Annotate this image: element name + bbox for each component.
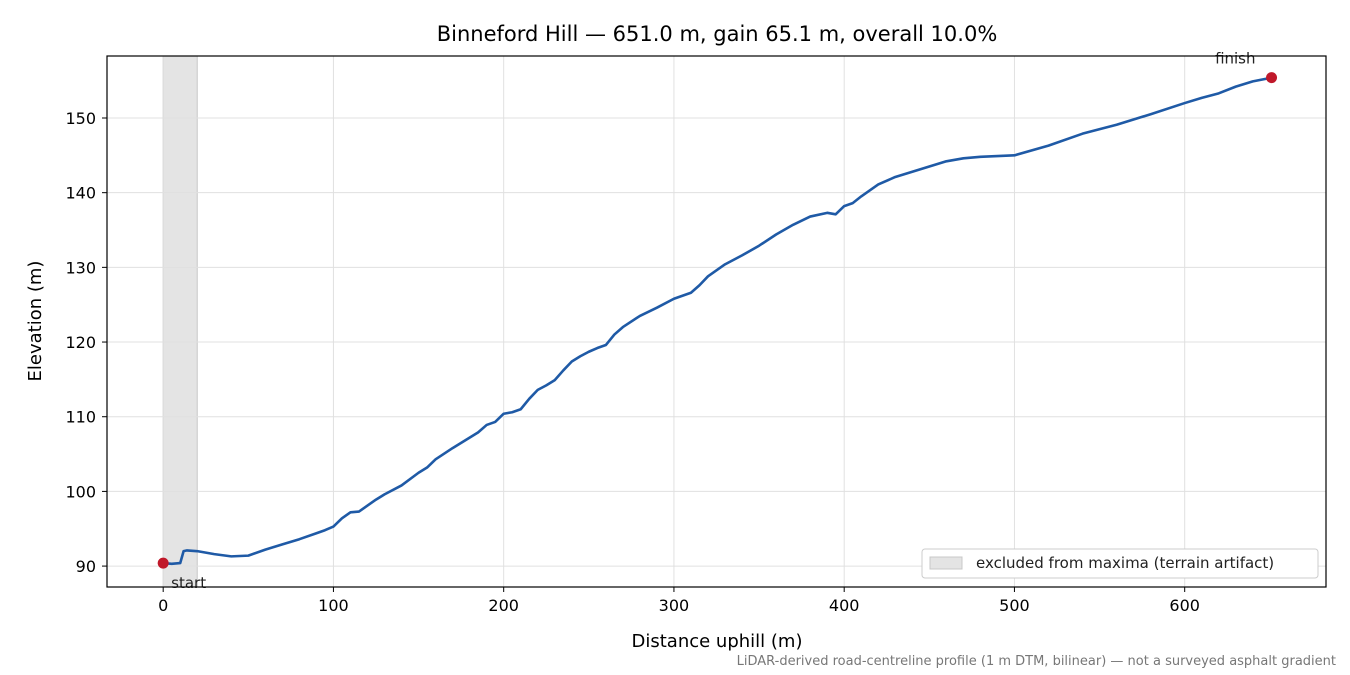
marker-layer: start finish (157, 50, 1278, 592)
y-tick-label: 150 (65, 109, 96, 128)
finish-point (1266, 72, 1278, 84)
y-tick-label: 90 (76, 557, 96, 576)
chart-title: Binneford Hill — 651.0 m, gain 65.1 m, o… (437, 22, 998, 46)
x-tick-label: 500 (999, 596, 1030, 615)
axes-frame (106, 55, 1327, 588)
legend: excluded from maxima (terrain artifact) (921, 548, 1319, 579)
x-tick-label: 400 (829, 596, 860, 615)
y-tick-label: 130 (65, 258, 96, 277)
legend-swatch (929, 556, 963, 570)
series-layer (161, 76, 1273, 566)
legend-label: excluded from maxima (terrain artifact) (976, 554, 1274, 572)
x-tick-label: 100 (318, 596, 349, 615)
x-tick-label: 200 (488, 596, 519, 615)
y-tick-label: 140 (65, 184, 96, 203)
start-label: start (171, 574, 206, 592)
x-axis-ticks: 0 100 200 300 400 500 600 (158, 587, 1200, 615)
excluded-region (162, 55, 198, 588)
y-axis-ticks: 90 100 110 120 130 140 150 (65, 109, 107, 576)
y-tick-label: 110 (65, 408, 96, 427)
x-tick-label: 0 (158, 596, 168, 615)
elevation-line (161, 76, 1273, 566)
finish-label: finish (1215, 50, 1255, 68)
start-point (157, 557, 169, 569)
x-axis-label: Distance uphill (m) (632, 631, 803, 652)
footnote: LiDAR-derived road-centreline profile (1… (737, 654, 1336, 669)
legend-box (921, 548, 1319, 579)
plot-area (162, 55, 198, 588)
x-tick-label: 300 (659, 596, 690, 615)
y-tick-label: 100 (65, 482, 96, 501)
y-axis-label: Elevation (m) (25, 261, 46, 382)
grid-lines (107, 56, 1326, 587)
x-tick-label: 600 (1169, 596, 1200, 615)
y-tick-label: 120 (65, 333, 96, 352)
